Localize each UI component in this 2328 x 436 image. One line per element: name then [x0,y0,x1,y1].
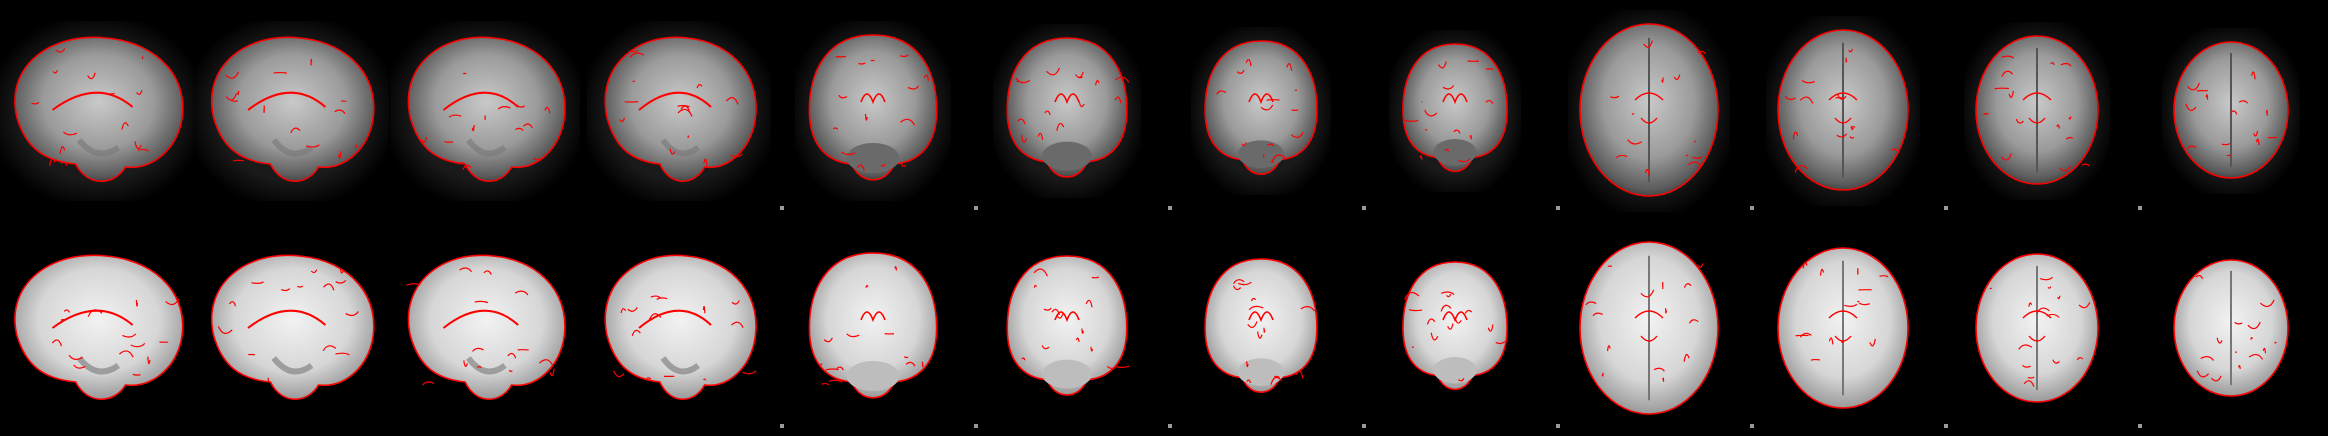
axial-slice-panel [1556,241,1719,428]
sagittal-slice-panel [193,21,389,201]
row-bottom [14,241,2289,428]
sagittal-slice-panel [14,254,184,400]
sagittal-slice-panel [587,21,771,201]
axial-slice-panel [2138,259,2289,428]
row-top [0,10,2300,212]
axial-slice-panel [1750,247,1909,428]
axial-slice-panel [1750,16,1920,210]
sagittal-slice-panel [390,21,580,201]
coronal-slice-panel [1168,27,1331,210]
sagittal-slice-panel [211,254,375,400]
sagittal-slice-panel [0,21,198,201]
sagittal-slice-panel [406,254,566,400]
sagittal-slice-panel [604,254,757,400]
axial-slice-panel [1944,253,2099,428]
coronal-slice-panel [974,255,1130,428]
axial-slice-panel [1556,10,1730,212]
coronal-slice-panel [1362,261,1508,428]
coronal-slice-panel [780,21,951,210]
coronal-slice-panel [780,252,938,428]
axial-slice-panel [2138,28,2300,210]
coronal-slice-panel [974,24,1141,210]
coronal-slice-panel [1168,258,1318,428]
axial-slice-panel [1944,22,2110,210]
coronal-slice-panel [1362,30,1521,210]
